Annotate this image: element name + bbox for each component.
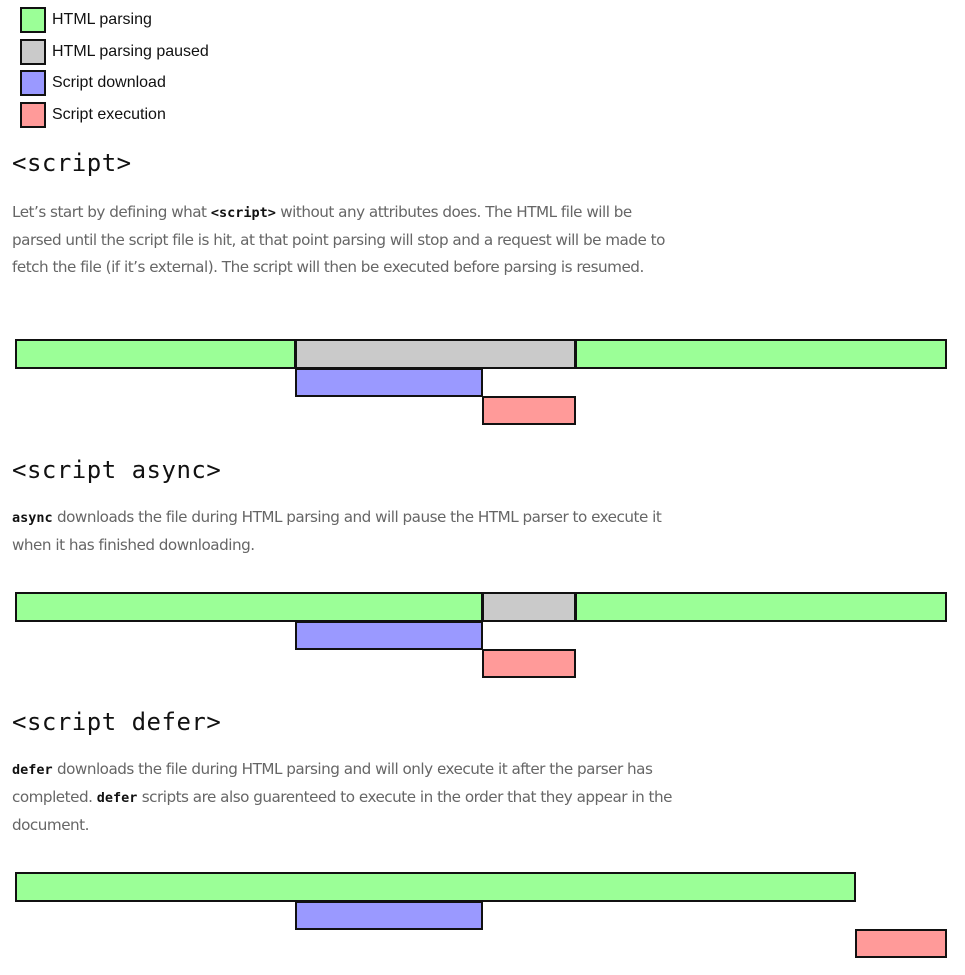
section-title-script-async: <script async>	[12, 456, 222, 484]
bar-parsing	[575, 592, 947, 622]
legend-label: Script execution	[52, 105, 166, 123]
bar-paused	[295, 339, 576, 369]
section-text-script-defer: defer downloads the file during HTML par…	[12, 760, 672, 834]
bar-parsing	[15, 592, 483, 622]
inline-code: defer	[12, 762, 53, 778]
inline-code: async	[12, 510, 53, 526]
bar-download	[295, 368, 483, 397]
section-title-script-defer: <script defer>	[12, 708, 222, 736]
bar-parsing	[15, 339, 296, 369]
bar-download	[295, 621, 483, 650]
bar-parsing	[15, 872, 856, 902]
bar-download	[295, 901, 483, 930]
swatch-html-parsing	[20, 7, 46, 33]
timeline-script-async	[0, 592, 965, 678]
section-title-script: <script>	[12, 149, 132, 177]
swatch-script-download	[20, 70, 46, 96]
legend-label: HTML parsing paused	[52, 42, 209, 60]
timeline-script-defer	[0, 872, 965, 958]
swatch-script-execution	[20, 101, 46, 128]
legend-label: Script download	[52, 74, 166, 91]
bar-execution	[482, 649, 576, 678]
inline-code: defer	[96, 790, 138, 806]
bar-execution	[855, 929, 947, 958]
section-text-script: Let’s start by defining what <script> wi…	[12, 203, 665, 276]
bar-parsing	[575, 339, 947, 369]
swatch-html-parsing-paused	[20, 38, 46, 65]
bar-execution	[482, 396, 576, 425]
section-text-script-async: async downloads the file during HTML par…	[12, 508, 662, 554]
bar-paused	[482, 592, 576, 622]
legend-label: HTML parsing	[52, 11, 152, 28]
inline-code: <script>	[210, 205, 276, 221]
timeline-script	[0, 339, 965, 425]
